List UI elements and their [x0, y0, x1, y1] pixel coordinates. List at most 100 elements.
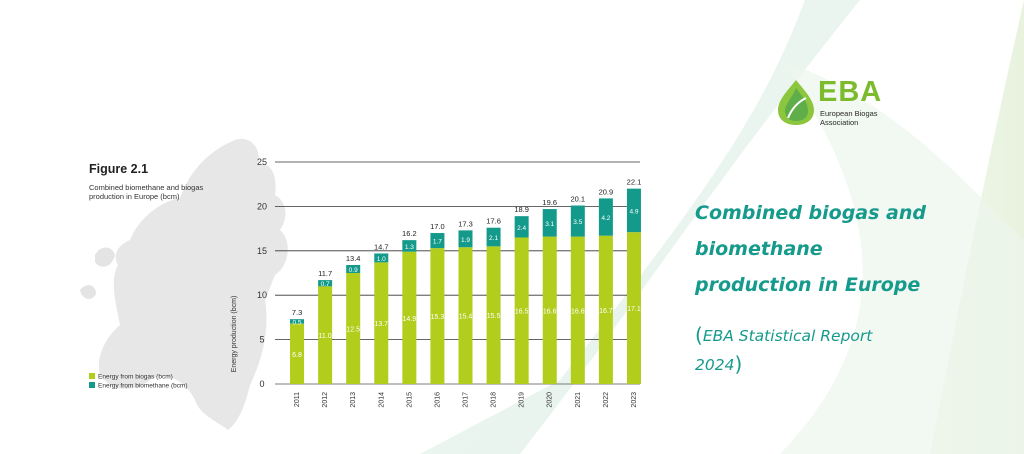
data-label-biomethane: 1.9	[461, 237, 470, 244]
bar-biomethane	[346, 265, 361, 273]
data-label-total: 20.1	[571, 195, 586, 204]
bar-biomethane	[430, 233, 445, 249]
data-label-biogas: 15.4	[459, 314, 473, 321]
y-tick-label: 0	[259, 379, 264, 389]
headline: Combined biogas and biomethane productio…	[695, 195, 995, 303]
x-tick-label: 2012	[322, 392, 329, 408]
data-label-biogas: 12.5	[346, 327, 360, 334]
bar-biogas	[486, 246, 501, 384]
legend-label: Energy from biomethane (bcm)	[98, 383, 188, 390]
eba-logo: EBA European Biogas Association	[776, 76, 896, 130]
x-tick-label: 2019	[519, 392, 526, 408]
bar-biomethane	[290, 319, 305, 324]
x-tick-label: 2023	[631, 392, 638, 408]
data-label-biomethane: 0.7	[321, 281, 330, 288]
data-label-total: 20.9	[599, 187, 614, 196]
europe-map	[98, 138, 288, 430]
bar-biomethane	[318, 280, 333, 287]
data-label-total: 16.2	[402, 229, 417, 238]
x-tick-label: 2014	[378, 392, 385, 408]
bar-biomethane	[626, 188, 641, 233]
data-label-biomethane: 3.5	[573, 219, 582, 226]
y-tick-label: 25	[257, 157, 267, 167]
x-tick-label: 2022	[603, 392, 610, 408]
x-tick-label: 2018	[491, 392, 498, 408]
bar-biomethane	[570, 205, 585, 237]
x-tick-label: 2015	[406, 392, 413, 408]
data-label-biomethane: 2.4	[517, 225, 526, 232]
logo-wordmark: EBA	[818, 76, 883, 108]
data-label-biogas: 16.7	[599, 308, 613, 315]
source-open-paren: (	[695, 323, 703, 347]
bar-biomethane	[486, 227, 501, 247]
data-label-biomethane: 0.5	[293, 319, 302, 326]
bar-biogas	[626, 232, 641, 384]
data-label-biogas: 13.7	[374, 321, 388, 328]
bar-biogas	[290, 323, 305, 384]
data-label-biogas: 6.8	[292, 352, 302, 359]
bar-biogas	[430, 248, 445, 384]
data-label-biomethane: 4.2	[601, 215, 610, 222]
bar-biomethane	[458, 230, 473, 248]
bar-biogas	[402, 251, 417, 384]
bar-biomethane	[542, 209, 557, 237]
legend-swatch	[89, 373, 95, 379]
bar-biogas	[458, 247, 473, 384]
headline-line-3: production in Europe	[695, 274, 921, 296]
figure-subtitle: Combined biomethane and biogas productio…	[89, 183, 204, 201]
bg-shape-wave	[780, 60, 1024, 454]
data-label-biomethane: 4.9	[629, 208, 638, 215]
source-text-1: EBA Statistical Report	[702, 327, 873, 345]
bar-biomethane	[514, 216, 529, 238]
source-close-paren: )	[734, 352, 743, 376]
bar-biomethane	[598, 198, 613, 236]
data-label-biogas: 15.5	[487, 313, 501, 320]
figure-title: Figure 2.1	[89, 162, 149, 176]
x-tick-label: 2013	[350, 392, 357, 408]
europe-map-islands	[80, 247, 115, 299]
bar-biogas	[598, 235, 613, 384]
data-label-biogas: 16.5	[515, 309, 529, 316]
data-label-biogas: 17.1	[627, 306, 641, 313]
bar-biogas	[374, 262, 389, 384]
bg-shape-teal	[420, 0, 860, 454]
data-label-total: 7.3	[292, 308, 302, 317]
y-tick-label: 15	[257, 246, 267, 256]
data-label-biomethane: 1.0	[377, 256, 386, 263]
data-label-biomethane: 3.1	[545, 221, 554, 228]
y-axis-label: Energy production (bcm)	[231, 296, 238, 373]
bar-biomethane	[374, 253, 389, 263]
data-label-total: 17.3	[458, 219, 473, 228]
y-tick-label: 20	[257, 201, 267, 211]
bar-biogas	[514, 237, 529, 384]
headline-line-2: biomethane	[695, 238, 823, 260]
data-label-total: 14.7	[374, 242, 389, 251]
data-label-total: 17.0	[430, 222, 445, 231]
x-tick-label: 2020	[547, 392, 554, 408]
data-label-biomethane: 1.3	[405, 244, 414, 251]
data-label-biogas: 11.0	[319, 333, 332, 340]
data-label-total: 13.4	[346, 254, 361, 263]
source-citation: (EBA Statistical Report 2024)	[695, 321, 925, 379]
data-label-biogas: 14.9	[403, 316, 417, 323]
data-label-biogas: 15.3	[431, 314, 445, 321]
bar-biomethane	[402, 240, 417, 252]
data-label-total: 11.7	[318, 269, 332, 278]
legend-label: Energy from biogas (bcm)	[98, 374, 173, 381]
data-label-biomethane: 2.1	[489, 235, 498, 242]
x-tick-label: 2011	[294, 392, 301, 407]
source-text-2: 2024	[695, 356, 735, 374]
data-label-total: 18.9	[514, 205, 529, 214]
data-label-biogas: 16.6	[571, 308, 585, 315]
data-label-biomethane: 0.9	[349, 267, 358, 274]
y-tick-label: 5	[259, 335, 264, 345]
headline-line-1: Combined biogas and	[695, 202, 926, 224]
bar-biogas	[570, 236, 585, 384]
logo-subtitle: European Biogas Association	[820, 109, 878, 127]
data-label-biogas: 16.6	[543, 308, 557, 315]
data-label-total: 17.6	[486, 217, 501, 226]
legend-swatch	[89, 382, 95, 388]
x-tick-label: 2016	[434, 392, 441, 408]
y-tick-label: 10	[257, 290, 267, 300]
